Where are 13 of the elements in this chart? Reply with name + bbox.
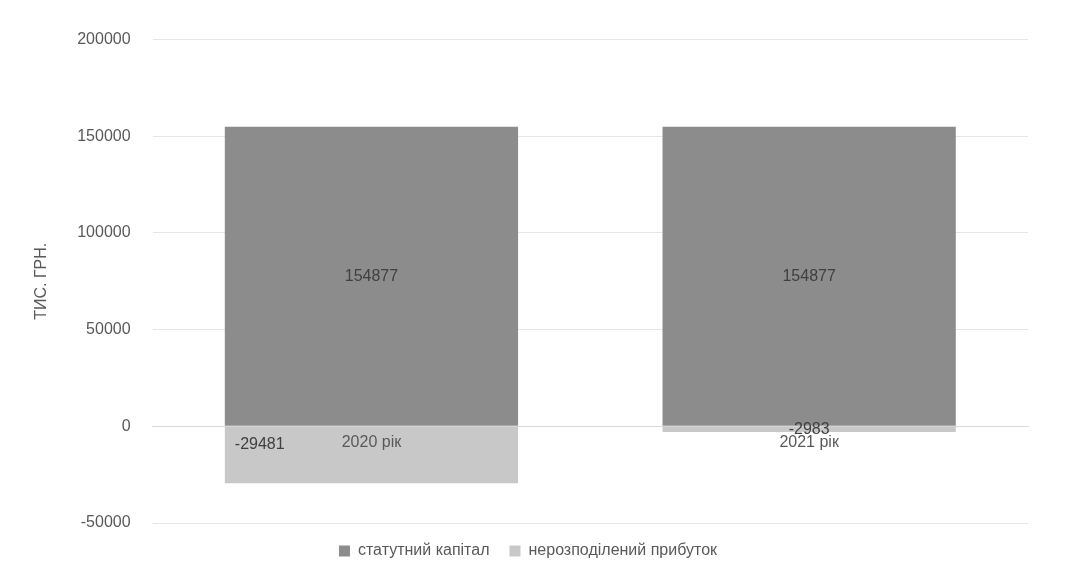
legend-label: нерозподілений прибуток [528,541,719,559]
data-label: 154877 [782,266,836,284]
y-axis-title: ТИС. ГРН. [32,242,50,320]
legend-label: статутний капітал [357,541,490,559]
y-tick-label: 200000 [77,30,131,48]
y-tick-label: 150000 [77,126,131,144]
x-tick-label: 2020 рік [341,432,403,450]
y-tick-label: -50000 [80,513,131,531]
y-tick-label: 0 [121,416,131,434]
y-tick-label: 50000 [86,320,131,338]
data-label: 154877 [344,266,399,284]
y-tick-label: 100000 [77,223,131,241]
data-label: -29481 [234,435,285,453]
